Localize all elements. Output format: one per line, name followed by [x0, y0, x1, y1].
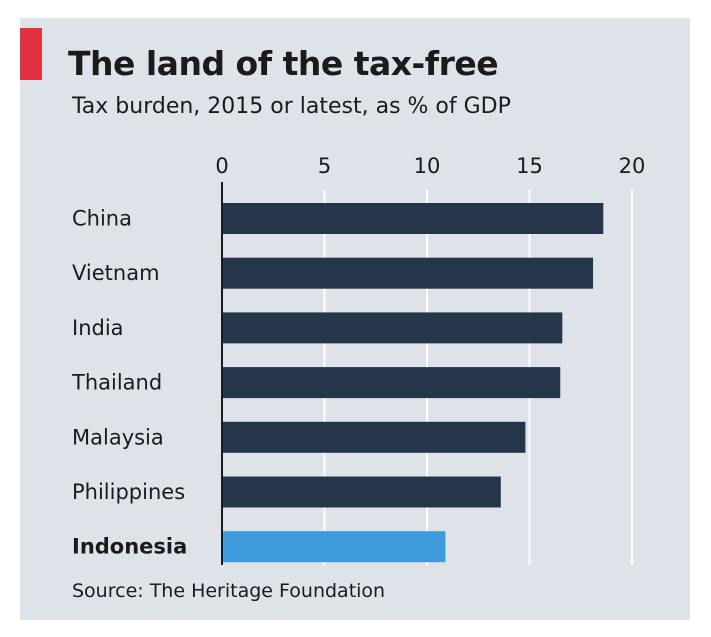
- red-accent-tag: [20, 28, 42, 80]
- bar-malaysia: [223, 421, 526, 453]
- bar-philippines: [223, 476, 501, 508]
- category-label-vietnam: Vietnam: [72, 261, 160, 285]
- source-note: Source: The Heritage Foundation: [72, 580, 386, 602]
- category-label-indonesia: Indonesia: [72, 535, 187, 559]
- category-label-thailand: Thailand: [71, 371, 162, 395]
- bar-india: [223, 312, 563, 344]
- category-label-india: India: [72, 316, 124, 340]
- bar-vietnam: [223, 257, 594, 289]
- x-tick-label-20: 20: [619, 154, 646, 178]
- x-tick-label-5: 5: [318, 154, 331, 178]
- x-tick-label-10: 10: [414, 154, 441, 178]
- category-label-philippines: Philippines: [72, 480, 185, 504]
- chart-subtitle: Tax burden, 2015 or latest, as % of GDP: [72, 94, 511, 119]
- bar-thailand: [223, 367, 561, 399]
- category-label-malaysia: Malaysia: [72, 425, 164, 449]
- category-label-china: China: [72, 207, 132, 231]
- bar-china: [223, 203, 604, 234]
- chart-title: The land of the tax-free: [68, 44, 499, 83]
- x-tick-label-0: 0: [215, 154, 228, 178]
- bar-indonesia: [223, 531, 446, 563]
- x-tick-label-15: 15: [516, 154, 543, 178]
